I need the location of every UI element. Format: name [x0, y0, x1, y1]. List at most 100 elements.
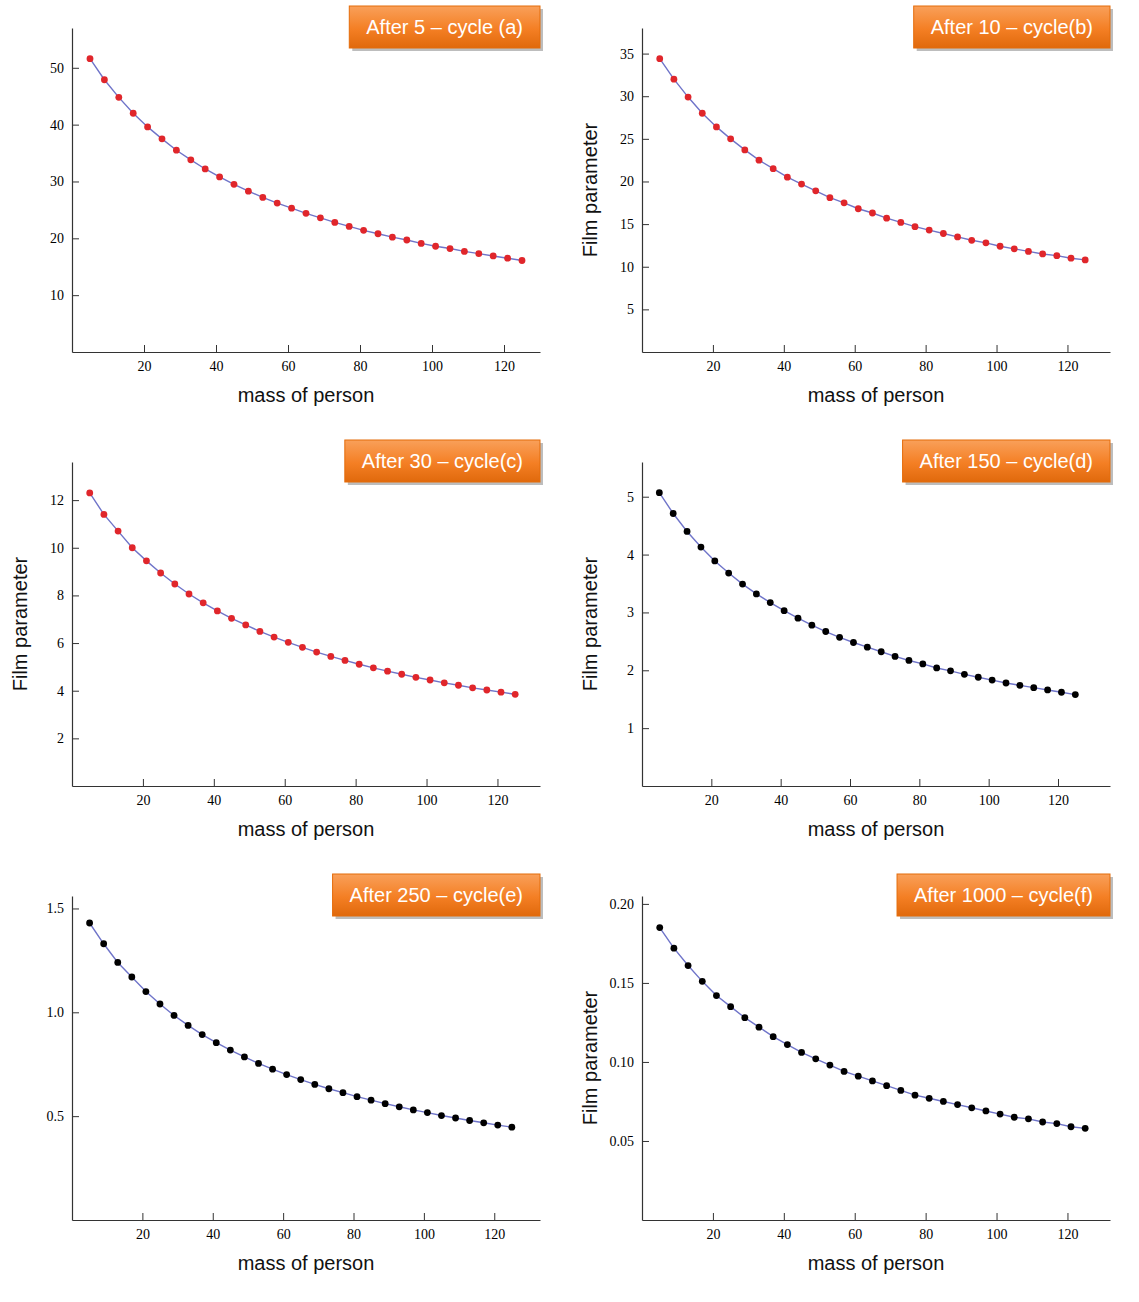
panel: 204060801001200.51.01.5mass of personAft…	[47, 874, 544, 1274]
data-point	[317, 214, 324, 221]
x-tick: 80	[354, 345, 368, 374]
x-tick-label: 100	[987, 1227, 1008, 1242]
y-tick: 4	[627, 548, 649, 563]
y-tick-mark	[72, 643, 79, 644]
data-point	[883, 1082, 890, 1089]
x-tick-label: 80	[347, 1227, 361, 1242]
x-tick-label: 80	[919, 1227, 933, 1242]
data-point	[356, 661, 363, 668]
data-point	[1044, 687, 1051, 694]
data-point	[187, 156, 194, 163]
data-point	[850, 639, 857, 646]
x-axis: 20406080100120	[73, 345, 541, 374]
plot-marks	[656, 489, 1079, 698]
data-point	[297, 1076, 304, 1083]
data-point	[114, 959, 121, 966]
data-point	[784, 1041, 791, 1048]
data-point	[490, 253, 497, 260]
data-point	[384, 668, 391, 675]
x-tick-mark	[214, 779, 215, 786]
x-tick: 60	[278, 779, 292, 808]
x-tick: 20	[136, 779, 150, 808]
y-axis: 5101520253035	[620, 29, 649, 353]
data-point	[983, 239, 990, 246]
data-point	[100, 940, 107, 947]
data-point	[841, 199, 848, 206]
data-point	[452, 1115, 459, 1122]
chart-title: After 250 – cycle(e)	[350, 884, 523, 906]
data-point	[360, 227, 367, 234]
x-tick-mark	[354, 1213, 355, 1220]
x-tick-mark	[1067, 345, 1068, 352]
y-tick-mark	[72, 295, 79, 296]
x-tick-label: 60	[282, 359, 296, 374]
x-tick: 60	[282, 345, 296, 374]
x-tick-label: 20	[138, 359, 152, 374]
y-tick-mark	[642, 54, 649, 55]
x-tick: 120	[494, 345, 515, 374]
y-tick-label: 2	[57, 731, 64, 746]
x-tick: 100	[979, 779, 1000, 808]
y-tick-label: 25	[620, 132, 634, 147]
data-point	[342, 657, 349, 664]
data-point	[370, 664, 377, 671]
data-point	[130, 110, 137, 117]
data-point	[827, 194, 834, 201]
x-tick-label: 40	[206, 1227, 220, 1242]
x-tick-label: 80	[354, 359, 368, 374]
data-point	[461, 248, 468, 255]
title-box	[914, 6, 1110, 48]
x-tick: 100	[417, 779, 438, 808]
y-tick-mark	[642, 728, 649, 729]
data-point	[699, 110, 706, 117]
x-tick-label: 40	[774, 793, 788, 808]
data-point	[143, 557, 150, 564]
title-box	[345, 440, 540, 482]
x-tick-mark	[504, 345, 505, 352]
data-point	[968, 237, 975, 244]
y-axis-line	[72, 897, 73, 1221]
y-axis-title: Film parameter	[579, 122, 601, 257]
y-tick: 6	[57, 636, 79, 651]
chart-container: 204060801001201020304050mass of personAf…	[0, 0, 1139, 1302]
data-point	[713, 124, 720, 131]
data-point	[827, 1062, 834, 1069]
data-point	[1039, 251, 1046, 258]
data-point	[242, 622, 249, 629]
x-tick: 80	[347, 1213, 361, 1242]
data-point	[656, 489, 663, 496]
x-tick-mark	[143, 779, 144, 786]
x-axis-line	[643, 786, 1111, 787]
y-tick: 12	[50, 493, 79, 508]
data-point	[741, 147, 748, 154]
y-tick: 5	[627, 490, 649, 505]
data-point	[313, 649, 320, 656]
data-point	[767, 599, 774, 606]
x-tick-label: 120	[1057, 359, 1078, 374]
data-point	[656, 924, 663, 931]
x-tick: 120	[484, 1213, 505, 1242]
data-point	[340, 1089, 347, 1096]
plot-marks	[656, 924, 1088, 1132]
data-point	[389, 234, 396, 241]
x-tick-label: 40	[777, 359, 791, 374]
y-tick: 15	[620, 217, 649, 232]
x-tick-label: 80	[919, 359, 933, 374]
y-tick-label: 30	[620, 89, 634, 104]
y-tick-mark	[642, 612, 649, 613]
x-tick-mark	[711, 779, 712, 786]
data-point	[128, 974, 135, 981]
title-box	[333, 874, 540, 916]
x-tick-mark	[1067, 1213, 1068, 1220]
data-point	[159, 135, 166, 142]
y-axis: 12345	[627, 463, 649, 787]
plot-marks	[656, 55, 1088, 263]
panel: 204060801001201020304050mass of personAf…	[50, 6, 543, 406]
data-point	[157, 1001, 164, 1008]
y-tick-mark	[72, 548, 79, 549]
y-axis-line	[72, 29, 73, 353]
data-point	[368, 1097, 375, 1104]
y-tick-label: 8	[57, 588, 64, 603]
data-point	[954, 233, 961, 240]
y-axis: 24681012	[50, 463, 79, 787]
